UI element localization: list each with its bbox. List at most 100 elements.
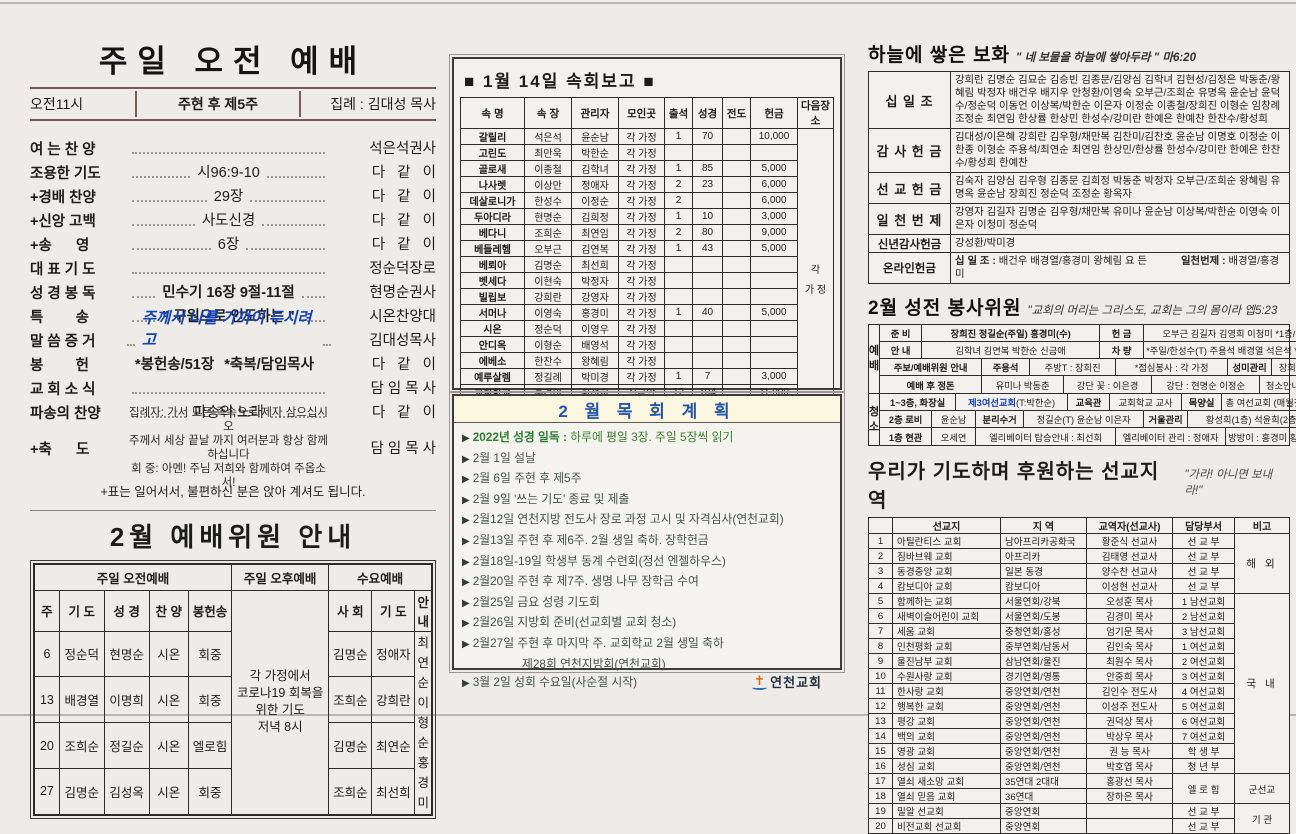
plan-item: ▶ 2월13일 주현 후 제6주. 2월 생일 축하. 장학헌금 (462, 531, 832, 552)
cell: 헌 금 (1100, 325, 1145, 341)
table-row: 벳세다 이현숙 박정자 각 가정 (460, 272, 834, 289)
cell: 김학녀 (571, 160, 619, 177)
cell: 경기연회/영통 (1000, 668, 1087, 684)
cell: 23 (692, 176, 723, 193)
cell: 한찬수 (524, 352, 572, 369)
yeoncheon-church-logo: ✝ 연천교회 (752, 673, 822, 693)
bullet-icon: ▶ (462, 535, 470, 547)
order-item: +경배 찬양 29장 다 같 이 (30, 183, 436, 207)
cell: 이형순 (524, 336, 572, 353)
divider (299, 91, 301, 117)
bullet-icon: ▶ (462, 618, 470, 630)
cell: 성미관리 (1228, 359, 1273, 375)
order-item: 여 는 찬 양 석은석권사 (30, 135, 436, 159)
cell: 36연대 (1000, 788, 1087, 804)
col-header: 헌금 (750, 97, 798, 129)
mission-table: 선교지 지 역 교역자(선교사) 담당부서 비고 1 아틸란티스 교회 남아프리카공… (868, 517, 1290, 834)
cell: 선 교 부 (1172, 818, 1235, 834)
cell: 김명순 (328, 722, 373, 770)
cell: 오부근 (524, 240, 572, 257)
cell: 2 여선교회 (1172, 653, 1235, 669)
plan-item-text: 2월 9일 '쓰는 기도' 종료 및 제출 (472, 491, 630, 506)
cell: 안 내 (880, 342, 923, 358)
item-person: 다 같 이 (371, 165, 436, 181)
divider (30, 119, 436, 121)
plan-item: ▶ 2월26일 지방회 준비(선교회별 교회 청소) (462, 613, 832, 634)
table-row: 두아디라 현명순 김희정 각 가정 1 10 3,000 (460, 208, 834, 225)
plan-item-text: 2월 6일 주현 후 제5주 (472, 471, 582, 486)
cell: 학 생 부 (1172, 743, 1235, 759)
cell (664, 320, 693, 337)
cell (722, 256, 751, 273)
cell: 오성훈 목사 (1086, 593, 1173, 609)
cell (722, 368, 751, 385)
cell: 각 가정 (618, 192, 665, 209)
cell: 선 교 부 (1172, 578, 1235, 594)
cell: 시온 (460, 320, 525, 337)
table-row: 선교지 지 역 교역자(선교사) 담당부서 비고 (868, 517, 1290, 534)
cell: 17 (868, 773, 893, 789)
cell (692, 144, 723, 161)
item-label: 여 는 찬 양 (30, 142, 96, 158)
cell: 15 (868, 743, 893, 759)
dotted-leader (250, 200, 325, 202)
cell: 각 가정 (618, 128, 665, 145)
item-label: +송 영 (30, 238, 90, 254)
plan-item-text: 2월27일 주현 후 마지막 주. 교회학교 2월 생일 축하 (472, 635, 724, 650)
item-person: 시온찬양대 (369, 309, 436, 325)
col-header: 비고 (1234, 517, 1290, 534)
cell: 배경열 (58, 676, 105, 724)
cell: 김희정 (571, 208, 619, 225)
cell: 오부근 김길자 김영희 이청미 *1층/석윤희 (1162, 329, 1296, 339)
cell (1086, 818, 1173, 834)
church-name: 연천교회 (770, 675, 822, 691)
item-label: +경배 찬양 (30, 190, 96, 206)
cell: 5 여선교회 (1172, 698, 1235, 714)
item-label: +축 도 (30, 441, 90, 458)
col-header: 기 도 (58, 589, 105, 632)
cell: 1 (664, 128, 693, 145)
cell: 선 교 부 (1172, 803, 1235, 819)
cell: 오세연 (932, 428, 977, 445)
order-item: +송 영 6장 다 같 이 (30, 231, 436, 255)
cell: 이성현 선교사 (1086, 578, 1173, 594)
dotted-leader (132, 296, 156, 298)
cell: 80 (692, 224, 723, 241)
dotted-leader (270, 416, 326, 418)
col-header: 안 내 (414, 589, 433, 632)
offering-names: 강성환/박미경 (950, 234, 1290, 253)
offering-names: 강영자 김길자 김명순 김우형/채만복 유미나 윤순남 이상복/박한순 이영숙 … (950, 203, 1290, 235)
cell: 7 (868, 623, 893, 639)
cell: 데살로니가 (460, 192, 525, 209)
afternoon-note: 각 가정에서 코로나19 회복을 위한 기도 저녁 8시 (231, 589, 330, 815)
cell: 아틸란티스 교회 (892, 533, 1001, 549)
cell: 3 (868, 563, 893, 579)
cell: 5,000 (750, 160, 798, 177)
cell: 9 (868, 653, 893, 669)
cell: 김명순 (58, 768, 105, 815)
plan-list: ▶ 2022년 성경 일독 : 하루에 평일 3장. 주일 5장씩 읽기 ▶ 2월 … (454, 423, 840, 696)
online-sub-label: 십 일 조 : (955, 256, 999, 267)
treasure-quote: " 네 보물을 하늘에 쌓아두라 " 마6:20 (1015, 52, 1196, 64)
col-header: 담당부서 (1172, 517, 1235, 534)
cell: 예루살렘 (460, 368, 525, 385)
table-row: 갈릴리 석은석 윤순남 각 가정 1 70 10,000 각 가 정 (460, 128, 834, 433)
cell: 안디옥 (460, 336, 525, 353)
cell: 14 (868, 728, 893, 744)
table-row: 시온 정순덕 이영우 각 가정 (460, 320, 834, 337)
table-row: 주일 오전예배 주일 오후예배 수요예배 (33, 563, 433, 591)
region-span-domestic: 국 내 (1234, 593, 1290, 774)
cell: 중부연회/남동서 (1000, 638, 1087, 654)
offering-names: 김대성/이은혜 강희란 김우형/채만복 김찬미/김찬호 윤순남 이명호 이정순 … (950, 128, 1290, 173)
table-row: 베뢰아 김명순 최선희 각 가정 (460, 256, 834, 273)
cell: 6 (868, 608, 893, 624)
cell: 차 량 (1100, 342, 1145, 358)
cell: 캄보디아 (1000, 578, 1087, 594)
cell (664, 272, 693, 289)
cell: 6 여선교회 (1172, 713, 1235, 729)
cell-report-title: ■ 1월 14일 속회보고 ■ (464, 72, 656, 91)
cell: 교회학교 교사 (1110, 394, 1183, 410)
plan-item: ▶ 2022년 성경 일독 : 하루에 평일 3장. 주일 5장씩 읽기 (462, 428, 832, 449)
mission-title: 우리가 기도하며 후원하는 선교지역 (868, 461, 1160, 512)
plan-item: ▶ 2월 6일 주현 후 제5주 (462, 469, 832, 490)
